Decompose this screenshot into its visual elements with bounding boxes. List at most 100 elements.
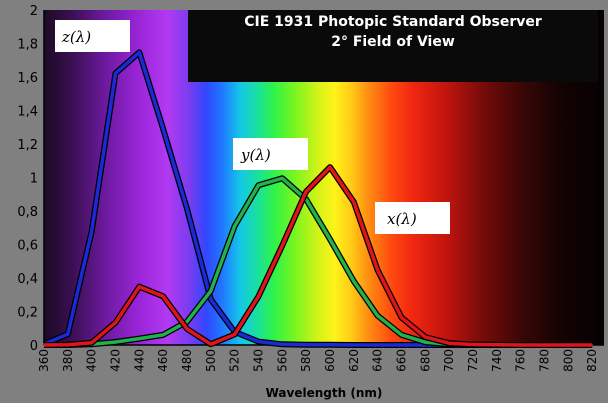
data-point bbox=[281, 177, 284, 180]
data-point bbox=[114, 341, 117, 343]
data-point bbox=[305, 190, 307, 193]
x-tick-label: 800 bbox=[561, 349, 575, 372]
data-point bbox=[376, 344, 379, 346]
x-tick-label: 440 bbox=[132, 349, 146, 372]
curve-label-z: z(λ) bbox=[61, 28, 91, 46]
data-point bbox=[257, 295, 260, 298]
data-point bbox=[329, 238, 331, 241]
data-point bbox=[162, 295, 164, 298]
label-box-z bbox=[55, 20, 130, 52]
label-box-x bbox=[375, 202, 450, 234]
data-point bbox=[472, 343, 474, 346]
data-point bbox=[376, 269, 379, 271]
x-tick-label: 680 bbox=[418, 349, 432, 372]
y-tick-label: 0,6 bbox=[17, 239, 38, 254]
x-tick-label: 400 bbox=[85, 349, 99, 372]
data-point bbox=[305, 343, 307, 346]
data-point bbox=[210, 298, 212, 301]
data-point bbox=[329, 166, 331, 168]
data-point bbox=[353, 344, 355, 346]
y-tick-label: 0,2 bbox=[17, 306, 38, 321]
x-tick-label: 560 bbox=[275, 349, 289, 372]
data-point bbox=[400, 316, 403, 319]
x-tick-label: 500 bbox=[204, 349, 218, 372]
y-tick-label: 1 bbox=[30, 172, 38, 187]
x-tick-label: 660 bbox=[394, 349, 408, 372]
data-point bbox=[114, 321, 117, 324]
x-tick-label: 720 bbox=[466, 349, 480, 372]
data-point bbox=[400, 334, 403, 336]
data-point bbox=[353, 201, 355, 203]
data-point bbox=[424, 336, 427, 338]
x-tick-label: 740 bbox=[490, 349, 504, 372]
data-point bbox=[448, 342, 450, 345]
data-point bbox=[210, 343, 212, 346]
x-tick-label: 460 bbox=[156, 349, 170, 372]
data-point bbox=[138, 285, 141, 288]
data-point bbox=[43, 344, 45, 346]
data-point bbox=[281, 343, 284, 346]
series-line-x bbox=[43, 165, 593, 347]
data-point bbox=[138, 337, 141, 340]
y-tick-label: 0,4 bbox=[17, 272, 38, 287]
y-tick-label: 0,8 bbox=[17, 205, 38, 220]
data-point bbox=[90, 230, 93, 233]
data-point bbox=[233, 333, 236, 336]
chart-title-line-1: CIE 1931 Photopic Standard Observer bbox=[244, 14, 542, 30]
data-point bbox=[90, 341, 93, 344]
data-point bbox=[519, 344, 522, 346]
data-point bbox=[400, 344, 403, 346]
y-tick-label: 1,8 bbox=[17, 38, 38, 53]
data-point bbox=[67, 333, 69, 335]
curve-label-y: y(λ) bbox=[240, 146, 271, 164]
data-point bbox=[424, 341, 427, 344]
data-point bbox=[114, 72, 117, 75]
y-tick-label: 1,4 bbox=[17, 105, 38, 120]
data-point bbox=[162, 128, 164, 130]
data-point bbox=[186, 208, 188, 210]
data-point bbox=[543, 344, 546, 346]
curve-label-x: x(λ) bbox=[387, 210, 417, 228]
x-tick-label: 540 bbox=[251, 349, 265, 372]
y-tick-label: 1,2 bbox=[17, 138, 38, 153]
x-tick-label: 820 bbox=[585, 349, 599, 372]
y-tick-label: 0 bbox=[30, 339, 38, 354]
series-layer bbox=[42, 49, 593, 348]
x-tick-label: 760 bbox=[514, 349, 528, 372]
chart-title-line-2: 2° Field of View bbox=[331, 34, 455, 50]
data-point bbox=[186, 328, 188, 330]
data-point bbox=[329, 344, 331, 346]
y-tick-label: 1,6 bbox=[17, 71, 38, 86]
x-tick-label: 520 bbox=[228, 349, 242, 372]
data-point bbox=[257, 184, 260, 186]
data-point bbox=[353, 280, 355, 283]
data-point bbox=[67, 344, 69, 346]
x-tick-label: 620 bbox=[347, 349, 361, 372]
data-point bbox=[591, 344, 593, 346]
data-point bbox=[162, 334, 164, 336]
title-box bbox=[188, 10, 598, 82]
data-point bbox=[210, 290, 212, 292]
data-point bbox=[138, 51, 141, 54]
x-tick-labels: 360 380 400 420 440 460 480 500 520 540 560 580 600 6… bbox=[37, 349, 599, 372]
data-point bbox=[376, 314, 379, 317]
x-tick-label: 600 bbox=[323, 349, 337, 372]
data-point bbox=[233, 225, 236, 227]
x-tick-label: 380 bbox=[61, 349, 75, 372]
x-tick-label: 640 bbox=[371, 349, 385, 372]
x-tick-label: 780 bbox=[537, 349, 551, 372]
x-tick-label: 420 bbox=[108, 349, 122, 372]
x-tick-label: 360 bbox=[37, 349, 51, 372]
data-point bbox=[281, 244, 284, 247]
data-point bbox=[567, 344, 570, 346]
x-tick-label: 480 bbox=[180, 349, 194, 372]
data-point bbox=[496, 344, 498, 346]
x-tick-label: 580 bbox=[299, 349, 313, 372]
y-tick-labels: 0 0,2 0,4 0,6 0,8 1 1,2 1,4 1,6 1,8 2 bbox=[17, 4, 38, 354]
x-tick-label: 700 bbox=[442, 349, 456, 372]
data-point bbox=[257, 340, 260, 343]
y-tick-label: 2 bbox=[30, 4, 38, 19]
x-axis-label: Wavelength (nm) bbox=[266, 386, 383, 400]
data-point bbox=[186, 320, 188, 323]
